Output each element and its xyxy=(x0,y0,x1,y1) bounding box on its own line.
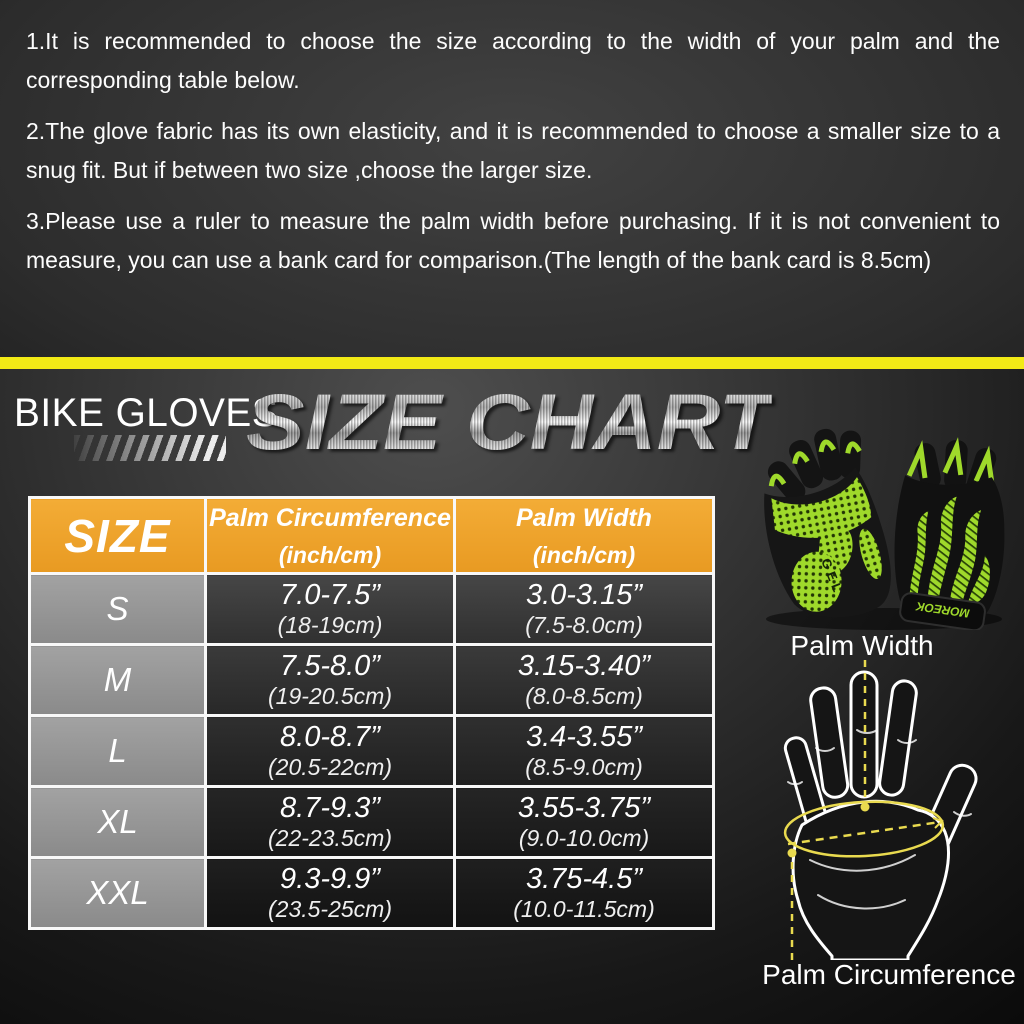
table-row-m: M 7.5-8.0” (19-20.5cm) 3.15-3.40” (8.0-8… xyxy=(28,643,715,717)
cm-value: (7.5-8.0cm) xyxy=(525,611,643,638)
size-label: M xyxy=(28,643,207,717)
inch-value: 3.55-3.75” xyxy=(517,791,651,824)
speed-lines-icon xyxy=(74,435,226,461)
note-1: 1.It is recommended to choose the size a… xyxy=(26,28,1000,94)
inch-value: 8.0-8.7” xyxy=(280,720,380,753)
width-value: 3.75-4.5” (10.0-11.5cm) xyxy=(453,856,715,930)
size-table: SIZE Palm Circumference (inch/cm) Palm W… xyxy=(28,496,715,930)
circumference-dashed-line xyxy=(787,820,941,846)
measurement-annotations xyxy=(783,660,945,960)
table-row-l: L 8.0-8.7” (20.5-22cm) 3.4-3.55” (8.5-9.… xyxy=(28,714,715,788)
circumference-value: 7.5-8.0” (19-20.5cm) xyxy=(204,643,456,717)
gloves-photo: GEL MOREOK xyxy=(764,428,1005,630)
table-row-s: S 7.0-7.5” (18-19cm) 3.0-3.15” (7.5-8.0c… xyxy=(28,572,715,646)
width-value: 3.4-3.55” (8.5-9.0cm) xyxy=(453,714,715,788)
cm-value: (9.0-10.0cm) xyxy=(518,824,650,851)
size-label: XXL xyxy=(28,856,207,930)
cm-value: (18-19cm) xyxy=(277,611,383,638)
palm-center-dot xyxy=(860,802,870,812)
cm-value: (8.5-9.0cm) xyxy=(525,753,643,780)
circumference-value: 8.0-8.7” (20.5-22cm) xyxy=(204,714,456,788)
inch-value: 3.75-4.5” xyxy=(525,862,643,895)
cm-value: (19-20.5cm) xyxy=(268,682,392,709)
inch-value: 3.15-3.40” xyxy=(517,649,651,682)
inch-value: 9.3-9.9” xyxy=(280,862,380,895)
glove-back-side: MOREOK xyxy=(894,437,1005,630)
inch-value: 8.7-9.3” xyxy=(280,791,380,824)
arrow-tip xyxy=(932,817,944,829)
header-palm-circumference: Palm Circumference (inch/cm) xyxy=(204,496,456,575)
size-chart-title: SIZE CHART xyxy=(246,376,773,468)
sizing-notes: 1.It is recommended to choose the size a… xyxy=(26,22,1000,293)
header-size: SIZE xyxy=(28,496,207,575)
notes-section: 1.It is recommended to choose the size a… xyxy=(0,0,1024,357)
cm-value: (8.0-8.5cm) xyxy=(525,682,643,709)
hand-measurement-diagram xyxy=(783,660,978,960)
header-unit: (inch/cm) xyxy=(278,541,382,568)
palm-width-label: Palm Width xyxy=(790,630,934,661)
inch-value: 3.4-3.55” xyxy=(525,720,643,753)
palm-circumference-label: Palm Circumference xyxy=(762,959,1016,990)
width-value: 3.15-3.40” (8.0-8.5cm) xyxy=(453,643,715,717)
width-value: 3.55-3.75” (9.0-10.0cm) xyxy=(453,785,715,859)
cm-value: (20.5-22cm) xyxy=(268,753,392,780)
circumference-dot xyxy=(787,848,797,858)
circumference-ellipse xyxy=(783,800,945,858)
inch-value: 3.0-3.15” xyxy=(525,578,643,611)
width-value: 3.0-3.15” (7.5-8.0cm) xyxy=(453,572,715,646)
palm-creases xyxy=(787,729,972,910)
cm-value: (23.5-25cm) xyxy=(268,895,392,922)
inch-value: 7.0-7.5” xyxy=(280,578,380,611)
hand-outline xyxy=(783,670,978,960)
yellow-divider-bar xyxy=(0,357,1024,369)
header-unit: (inch/cm) xyxy=(532,541,636,568)
circumference-value: 8.7-9.3” (22-23.5cm) xyxy=(204,785,456,859)
table-row-xl: XL 8.7-9.3” (22-23.5cm) 3.55-3.75” (9.0-… xyxy=(28,785,715,859)
brand-title: BIKE GLOVES xyxy=(14,391,279,435)
table-row-xxl: XXL 9.3-9.9” (23.5-25cm) 3.75-4.5” (10.0… xyxy=(28,856,715,930)
size-label: S xyxy=(28,572,207,646)
header-line: Palm Width xyxy=(516,503,652,532)
size-label: L xyxy=(28,714,207,788)
size-label: XL xyxy=(28,785,207,859)
table-header-row: SIZE Palm Circumference (inch/cm) Palm W… xyxy=(28,496,715,575)
note-2: 2.The glove fabric has its own elasticit… xyxy=(26,118,1000,184)
inch-value: 7.5-8.0” xyxy=(280,649,380,682)
cm-value: (10.0-11.5cm) xyxy=(513,895,655,922)
cm-value: (22-23.5cm) xyxy=(268,824,392,851)
circumference-value: 7.0-7.5” (18-19cm) xyxy=(204,572,456,646)
circumference-value: 9.3-9.9” (23.5-25cm) xyxy=(204,856,456,930)
header-palm-width: Palm Width (inch/cm) xyxy=(453,496,715,575)
note-3: 3.Please use a ruler to measure the palm… xyxy=(26,208,1000,274)
glove-palm-side: GEL xyxy=(764,428,891,618)
header-line: Palm Circumference xyxy=(209,503,451,532)
